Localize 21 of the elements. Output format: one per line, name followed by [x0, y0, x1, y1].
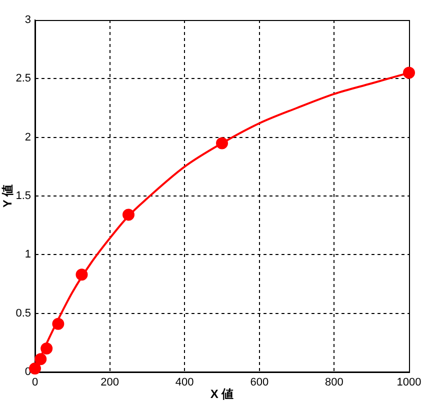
y-tick-label: 1 — [24, 248, 31, 261]
point — [76, 268, 88, 281]
y-tick-label: 0.5 — [16, 307, 31, 320]
y-tick-label: 2.5 — [16, 72, 31, 85]
x-tick-label: 800 — [325, 376, 344, 389]
y-tick-label: 3 — [24, 14, 31, 26]
point — [34, 353, 47, 366]
point — [52, 318, 64, 330]
y-tick-label: 2 — [24, 131, 31, 144]
point — [40, 342, 53, 355]
y-axis-title: Y 値 — [0, 184, 15, 208]
point — [216, 137, 228, 150]
x-tick-label: 600 — [250, 376, 269, 389]
x-axis-title: X 値 — [210, 387, 234, 402]
point — [122, 208, 134, 221]
x-tick-label: 400 — [175, 376, 194, 389]
y-tick-label: 1.5 — [16, 190, 31, 202]
x-tick-label: 200 — [100, 376, 119, 389]
point — [29, 362, 41, 374]
point — [403, 66, 415, 79]
x-tick-label: 1000 — [396, 376, 422, 389]
